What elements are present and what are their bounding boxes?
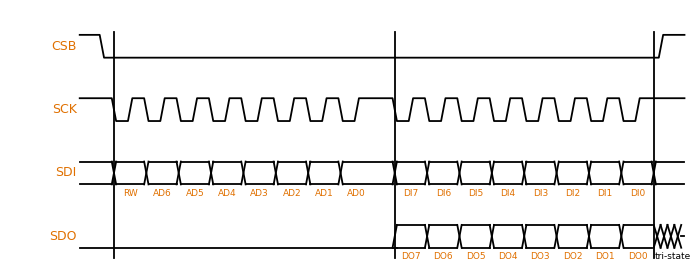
Text: DI6: DI6 bbox=[436, 189, 451, 198]
Text: DO7: DO7 bbox=[401, 252, 421, 261]
Text: DO1: DO1 bbox=[595, 252, 615, 261]
Text: DI7: DI7 bbox=[403, 189, 418, 198]
Text: DO6: DO6 bbox=[434, 252, 453, 261]
Text: DI4: DI4 bbox=[500, 189, 516, 198]
Text: DI0: DI0 bbox=[630, 189, 645, 198]
Text: DO5: DO5 bbox=[466, 252, 486, 261]
Text: CSB: CSB bbox=[51, 40, 77, 53]
Text: SCK: SCK bbox=[52, 103, 77, 116]
Text: RW: RW bbox=[123, 189, 137, 198]
Text: DO4: DO4 bbox=[498, 252, 518, 261]
Text: AD4: AD4 bbox=[218, 189, 237, 198]
Text: SDI: SDI bbox=[56, 166, 77, 180]
Text: DI3: DI3 bbox=[533, 189, 548, 198]
Text: AD2: AD2 bbox=[282, 189, 301, 198]
Text: AD1: AD1 bbox=[315, 189, 334, 198]
Text: SDO: SDO bbox=[49, 230, 77, 243]
Text: AD5: AD5 bbox=[185, 189, 204, 198]
Text: AD6: AD6 bbox=[153, 189, 172, 198]
Text: DO0: DO0 bbox=[627, 252, 648, 261]
Text: DO3: DO3 bbox=[531, 252, 550, 261]
Text: AD3: AD3 bbox=[251, 189, 269, 198]
Text: DI1: DI1 bbox=[598, 189, 613, 198]
Text: DO2: DO2 bbox=[563, 252, 582, 261]
Text: DI2: DI2 bbox=[565, 189, 580, 198]
Text: DI5: DI5 bbox=[468, 189, 483, 198]
Text: AD0: AD0 bbox=[348, 189, 366, 198]
Text: tri-state: tri-state bbox=[655, 252, 691, 261]
